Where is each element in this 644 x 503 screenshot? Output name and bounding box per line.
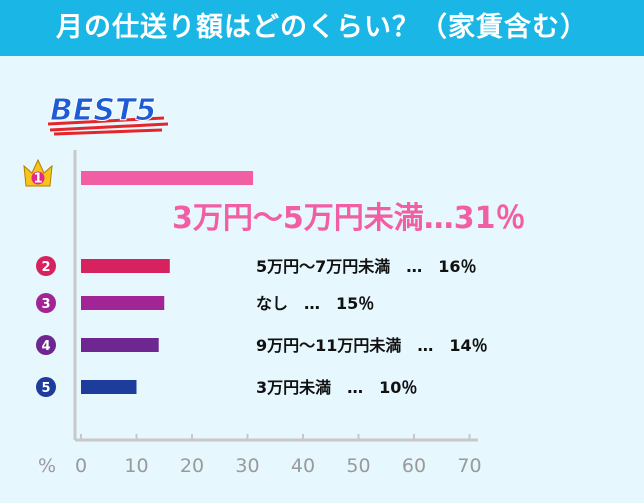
- x-tick-label: 40: [291, 455, 315, 477]
- x-tick-label: 60: [402, 455, 426, 477]
- rank-circle-4: [36, 335, 56, 355]
- x-tick-label: 30: [235, 455, 259, 477]
- x-tick-label: 0: [75, 455, 87, 477]
- bar-4: [81, 338, 159, 352]
- data-label-5: 3万円未満 … 10％: [256, 378, 417, 397]
- x-axis-unit-label: %: [38, 455, 56, 477]
- rank-number-1: 1: [33, 172, 42, 187]
- rank-circle-3: [36, 293, 56, 313]
- data-label-2: 5万円～7万円未満 … 16％: [256, 257, 477, 276]
- data-label-3: なし … 15％: [256, 294, 374, 313]
- x-tick-label: 50: [346, 455, 370, 477]
- x-tick-label: 20: [180, 455, 204, 477]
- badge-underline-scribble: [47, 116, 169, 136]
- x-tick-label: 70: [457, 455, 481, 477]
- header-bar: 月の仕送り額はどのくらい？（家賃含む）: [0, 0, 644, 56]
- rank-number-5: 5: [41, 381, 50, 396]
- rank-number-2: 2: [41, 260, 50, 275]
- bar-5: [81, 380, 137, 394]
- data-label-4: 9万円～11万円未満 … 14％: [256, 336, 488, 355]
- rank-circle-5: [36, 377, 56, 397]
- rank-circle-1: [31, 171, 45, 185]
- x-tick-label: 10: [124, 455, 148, 477]
- bar-1: [81, 171, 254, 185]
- bar-2: [81, 259, 170, 273]
- badge-text: BEST5: [50, 93, 156, 128]
- rank-circle-2: [36, 256, 56, 276]
- bar-3: [81, 296, 165, 310]
- best5-badge-graphic: BEST5: [47, 93, 169, 136]
- best5-badge: BEST5: [44, 88, 174, 136]
- rank-number-3: 3: [41, 297, 50, 312]
- chart-title: 月の仕送り額はどのくらい？（家賃含む）: [56, 12, 588, 43]
- data-label-1: 3万円～5万円未満…31％: [172, 201, 526, 236]
- rank-number-4: 4: [41, 339, 50, 354]
